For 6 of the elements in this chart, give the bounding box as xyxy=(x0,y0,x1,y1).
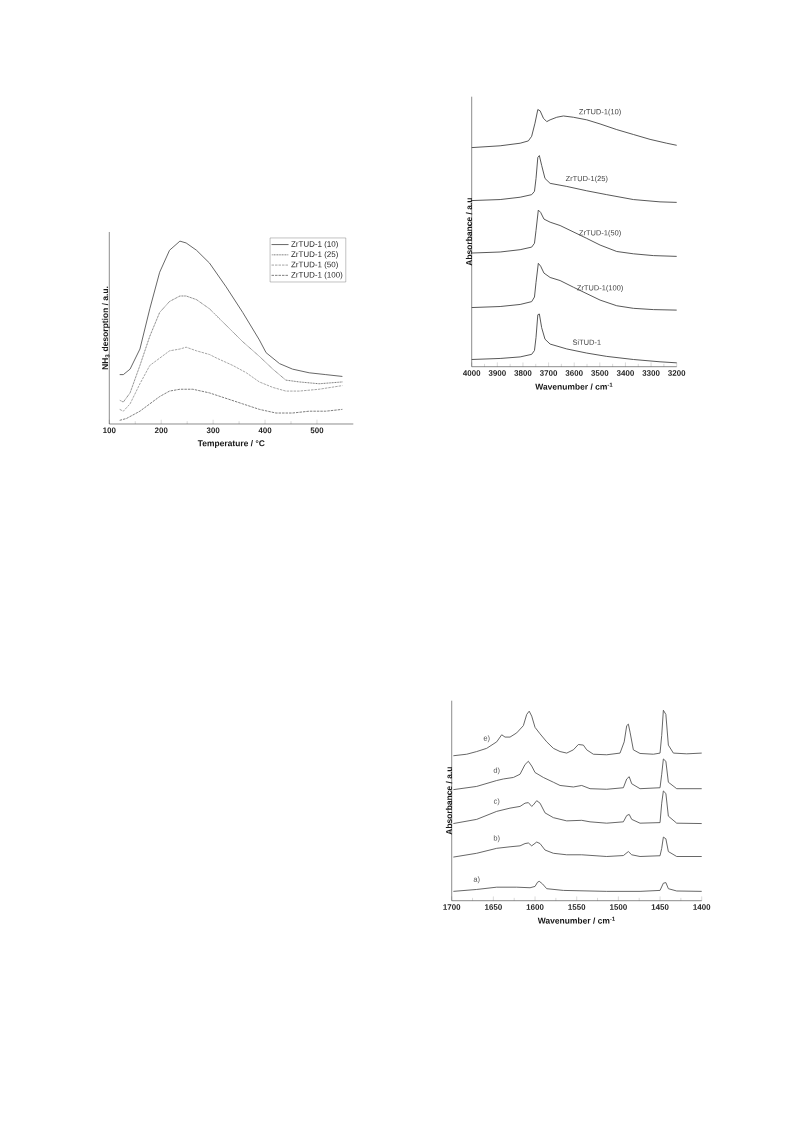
y-axis-title: NH$_{3}$ desorption / a.u. xyxy=(101,286,110,370)
x-axis-title: Wavenumber / cm$^{-1}$ xyxy=(535,382,613,390)
x-axis-title: Temperature / °C xyxy=(197,440,265,448)
y-axis-title: Absorbance / a.u xyxy=(445,767,453,835)
y-axis-title: Absorbance / a.u xyxy=(465,198,473,266)
x-axis-title: Wavenumber / cm$^{-1}$ xyxy=(537,916,615,924)
